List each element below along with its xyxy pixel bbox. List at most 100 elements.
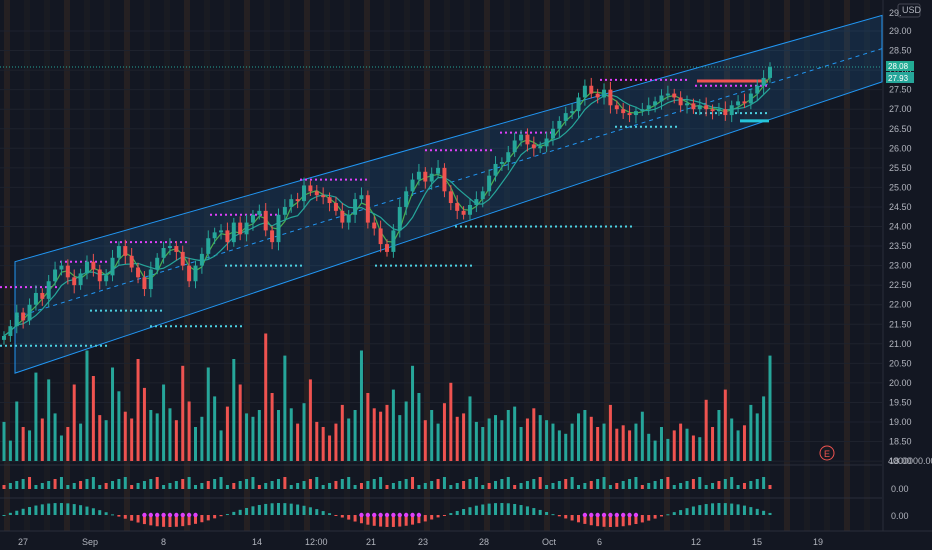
oscillator1-bar (717, 481, 721, 489)
candle-body (627, 113, 632, 116)
volume-bar (704, 399, 708, 461)
indicator-panes (0, 464, 882, 527)
oscillator2-bar (679, 510, 683, 515)
oscillator1-bar (72, 483, 76, 489)
time-axis[interactable]: 27 Sep 8 14 12:00 21 23 28 Oct 6 12 15 19 (0, 530, 932, 547)
oscillator2-bar (117, 515, 121, 517)
oscillator2-bar (666, 514, 670, 516)
volume-bar (647, 433, 651, 461)
earnings-marker[interactable] (819, 445, 835, 461)
price-tick-label: 19.50 (889, 397, 912, 407)
volume-bar (621, 425, 625, 461)
oscillator2-bar (149, 515, 153, 526)
oscillator2-bar (123, 515, 127, 519)
oscillator2-bar (302, 505, 306, 515)
volume-bar (245, 413, 249, 461)
oscillator1-bar (174, 481, 178, 489)
oscillator2-bar (270, 503, 274, 515)
volume-bar (194, 427, 197, 461)
oscillator2-marker (410, 512, 415, 518)
candle-body (416, 171, 421, 180)
oscillator1-bar (634, 477, 638, 489)
oscillator2-bar (749, 507, 753, 515)
price-axis[interactable]: 29.0028.5028.0027.5027.0026.5026.0025.50… (882, 0, 912, 531)
oscillator2-bar (583, 515, 587, 524)
oscillator2-marker (180, 512, 185, 518)
oscillator1-bar (238, 481, 242, 489)
oscillator2-marker (608, 512, 613, 518)
oscillator2-bar (430, 515, 434, 520)
candle-body (21, 312, 26, 321)
candle-body (321, 195, 326, 198)
volume-bar (538, 415, 542, 461)
oscillator2-marker (595, 512, 600, 518)
volume-bar (117, 391, 121, 461)
oscillator2-bar (200, 515, 204, 523)
volume-bar (238, 384, 242, 461)
oscillator2-bar (340, 515, 344, 518)
oscillator2-bar (564, 515, 568, 519)
oscillator2-bar (455, 510, 459, 515)
oscillator1-bar (111, 481, 115, 489)
volume-bar (398, 415, 402, 461)
oscillator2-bar (436, 515, 440, 518)
oscillator2-bar (577, 515, 580, 523)
volume-bar (315, 421, 319, 461)
candle-body (436, 167, 441, 174)
candle-body (423, 171, 428, 182)
candle-body (8, 326, 13, 336)
candle-body (84, 261, 89, 274)
volume-bar (2, 421, 6, 461)
volume-bar (602, 423, 606, 461)
oscillator2-marker (589, 512, 594, 518)
volume-bar (589, 416, 593, 461)
oscillator2-marker (193, 512, 198, 518)
volume-bar (666, 438, 670, 461)
candle-body (499, 161, 504, 164)
oscillator1-bar (545, 485, 549, 489)
candle-body (219, 230, 224, 233)
candle-body (429, 173, 434, 182)
oscillator2-bar (385, 515, 389, 527)
candle-body (595, 93, 600, 98)
volume-bars (2, 333, 772, 461)
price-tick-label: 25.50 (889, 163, 912, 173)
candle-body (14, 312, 19, 327)
oscillator2-bar (142, 515, 146, 525)
oscillator1-bar (47, 481, 51, 489)
oscillator2-bar (538, 509, 542, 515)
candle-body (474, 199, 479, 205)
oscillator1-bar (672, 485, 676, 489)
candle-body (640, 109, 645, 112)
volume-bar (8, 440, 12, 461)
candle-body (180, 251, 185, 266)
candle-body (46, 281, 51, 299)
oscillator2-bar (391, 515, 395, 527)
currency-badge[interactable] (897, 3, 921, 18)
oscillator1-bar (487, 483, 491, 489)
candle-body (576, 97, 581, 112)
volume-bar (423, 420, 427, 461)
candle-body (685, 103, 690, 106)
volume-bar (264, 333, 268, 461)
oscillator1-bar (436, 479, 440, 489)
oscillator2-marker (582, 512, 588, 518)
oscillator2-bar (742, 505, 746, 515)
price-tick-label: 20.00 (889, 378, 912, 388)
time-tick-label: 23 (418, 537, 428, 547)
currency-label: USD (902, 5, 922, 15)
oscillator1-bar (417, 485, 421, 489)
oscillator2-bar (634, 515, 638, 525)
oscillator2-bar (15, 510, 19, 515)
oscillator1-bar (762, 477, 766, 489)
candle-body (250, 214, 255, 223)
oscillator2-bar (219, 515, 223, 517)
oscillator2-marker (142, 512, 147, 518)
volume-bar (328, 435, 332, 461)
oscillator2-bar (462, 508, 466, 515)
volume-bar (404, 401, 408, 461)
oscillator1-bar (328, 483, 332, 489)
oscillator1-bar (257, 485, 261, 489)
candle-body (59, 265, 64, 270)
